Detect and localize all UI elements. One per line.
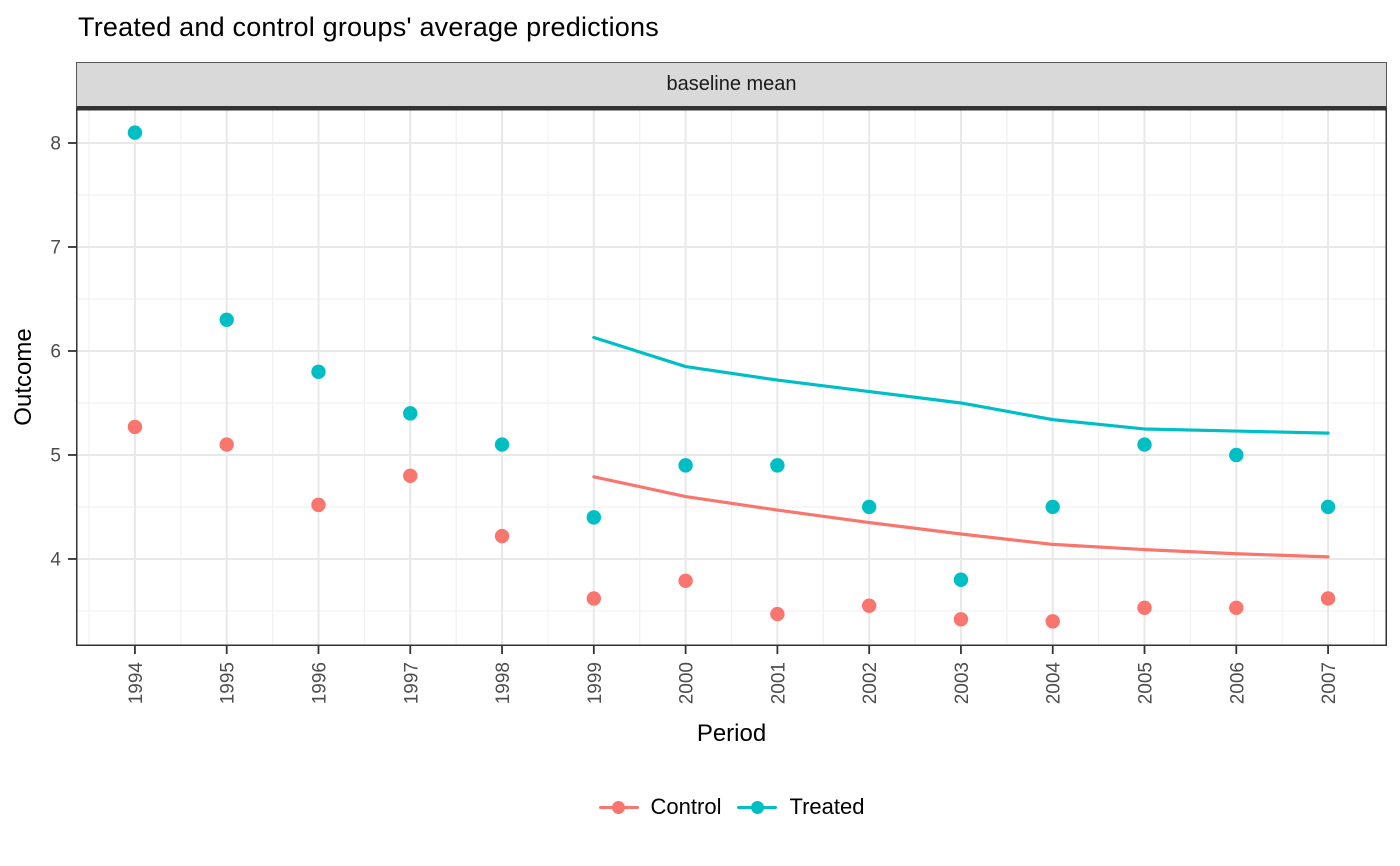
legend: Control Treated <box>76 794 1387 820</box>
legend-label-control: Control <box>650 794 722 819</box>
svg-text:2003: 2003 <box>952 662 973 704</box>
svg-text:5: 5 <box>50 445 61 466</box>
svg-text:2000: 2000 <box>677 662 698 704</box>
svg-text:6: 6 <box>50 341 61 362</box>
plot-panel: 1994 1995 1996 1997 1998 1999 2000 2001 2002 2003… <box>50 109 1387 704</box>
control-key-icon <box>598 799 639 815</box>
svg-text:2001: 2001 <box>768 662 789 704</box>
svg-text:1997: 1997 <box>401 662 422 704</box>
svg-text:1998: 1998 <box>493 662 514 704</box>
svg-text:4: 4 <box>50 549 61 570</box>
svg-text:1994: 1994 <box>126 662 147 705</box>
svg-text:2007: 2007 <box>1319 662 1340 704</box>
legend-item-treated: Treated <box>737 794 864 820</box>
legend-item-control: Control <box>598 794 722 820</box>
svg-text:8: 8 <box>50 134 61 155</box>
page-title: Treated and control groups' average pred… <box>78 12 659 42</box>
svg-text:2004: 2004 <box>1044 662 1065 705</box>
facet-strip-label: baseline mean <box>666 73 797 95</box>
svg-text:2005: 2005 <box>1136 662 1157 704</box>
svg-text:2002: 2002 <box>860 662 881 704</box>
svg-text:1999: 1999 <box>585 662 606 704</box>
facet-strip: baseline mean <box>76 62 1387 109</box>
x-axis-title: Period <box>696 720 767 747</box>
treated-key-icon <box>737 799 778 815</box>
svg-text:2006: 2006 <box>1227 662 1248 704</box>
legend-label-treated: Treated <box>789 794 865 819</box>
svg-text:1996: 1996 <box>309 662 330 704</box>
svg-text:1995: 1995 <box>218 662 239 704</box>
y-axis-title: Outcome <box>10 328 37 426</box>
svg-text:7: 7 <box>50 237 61 258</box>
